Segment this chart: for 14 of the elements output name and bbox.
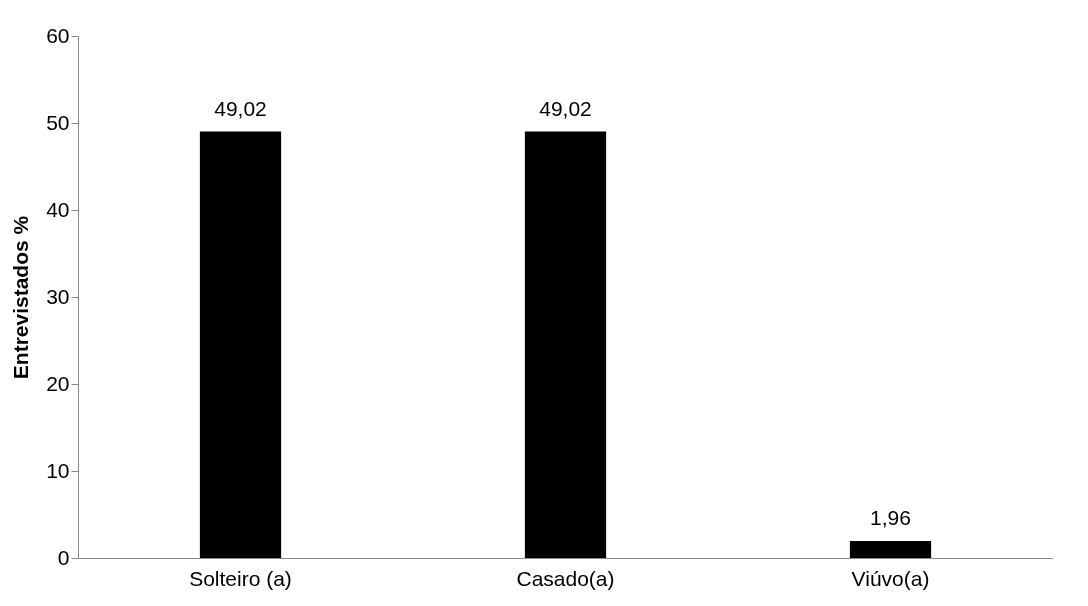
y-tick-label: 20 <box>46 371 70 395</box>
x-tick-label: Casado(a) <box>516 566 615 590</box>
data-label: 49,02 <box>214 96 267 120</box>
x-tick-label: Solteiro (a) <box>189 566 292 590</box>
x-tick-label: Viúvo(a) <box>851 566 930 590</box>
data-label: 1,96 <box>870 505 911 529</box>
data-label: 49,02 <box>539 96 592 120</box>
y-axis-title: Entrevistados % <box>9 215 33 380</box>
y-tick-label: 10 <box>46 458 70 482</box>
y-tick-label: 0 <box>57 545 70 569</box>
y-tick-label: 50 <box>46 110 70 134</box>
y-tick-label: 60 <box>46 23 70 47</box>
y-tick-label: 30 <box>46 284 70 308</box>
y-tick-label: 40 <box>46 197 70 221</box>
